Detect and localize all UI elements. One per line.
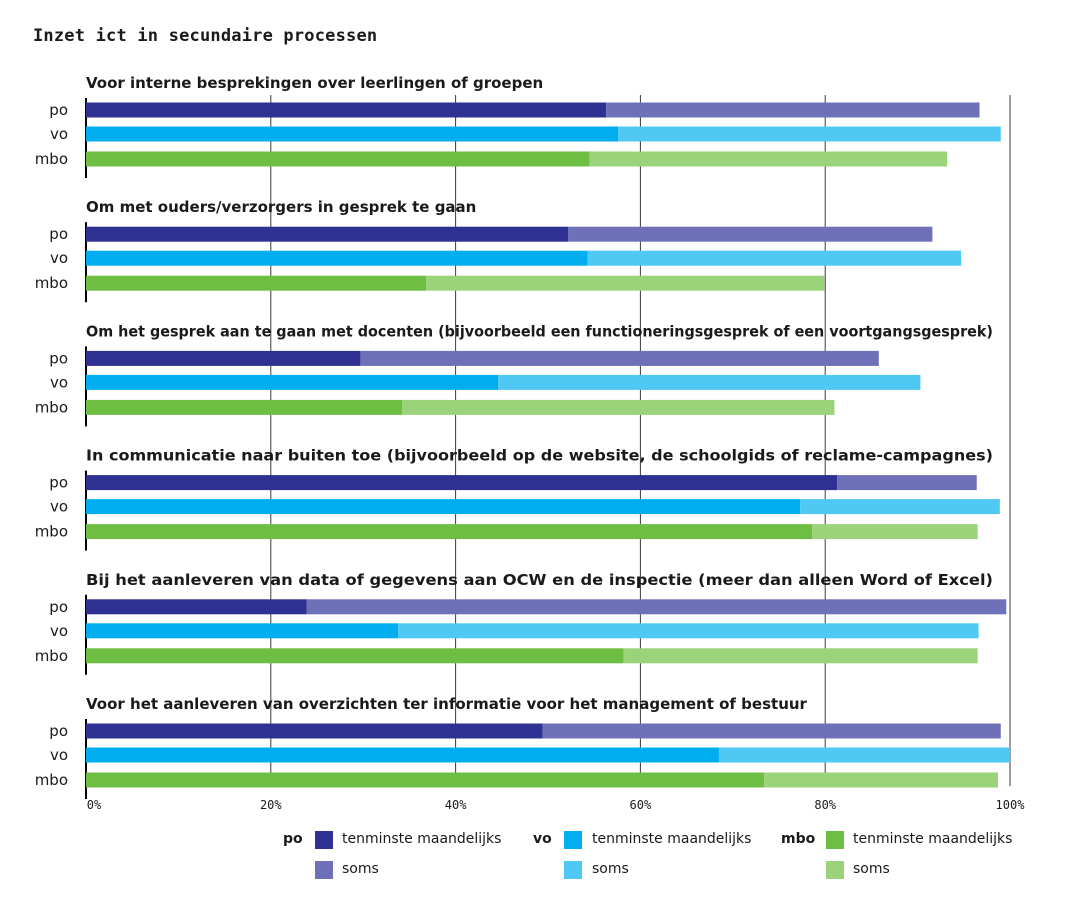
row-label-vo: vo: [50, 622, 68, 640]
bar-mbo-monthly-g3: [86, 399, 403, 415]
row-label-vo: vo: [50, 249, 68, 267]
legend-key-po: po: [283, 831, 303, 847]
bar-po-monthly-g4: [86, 475, 838, 491]
bar-vo-monthly-g3: [86, 374, 499, 390]
row-label-vo: vo: [50, 125, 68, 143]
labels-layer: 0% 20% 40% 60% 80% 100% Voor interne besprekin…: [35, 74, 1026, 812]
bar-mbo-sometimes-g2: [426, 275, 825, 291]
legend-swatch-po-monthly: [315, 831, 333, 849]
group-label-2: Om met ouders/verzorgers in gesprek te g…: [86, 198, 476, 216]
x-tick-label-40: 40%: [445, 798, 467, 812]
row-label-po: po: [49, 349, 68, 367]
legend-label-mbo-sometimes: soms: [853, 861, 890, 877]
row-label-mbo: mbo: [35, 771, 68, 789]
bar-mbo-sometimes-g5: [623, 648, 978, 664]
x-tick-label-60: 60%: [630, 798, 652, 812]
x-tick-label-0: 0%: [87, 798, 102, 812]
legend-label-vo-monthly: tenminste maandelijks: [592, 831, 752, 847]
bar-vo-sometimes-g6: [718, 747, 1010, 763]
bar-vo-monthly-g2: [86, 250, 588, 266]
bar-vo-monthly-g6: [86, 747, 719, 763]
bar-mbo-monthly-g4: [86, 524, 813, 540]
legend-key-mbo: mbo: [781, 831, 816, 847]
legend-swatch-vo-monthly: [564, 831, 582, 849]
legend-label-po-monthly: tenminste maandelijks: [342, 831, 502, 847]
row-label-vo: vo: [50, 746, 68, 764]
bar-vo-sometimes-g5: [398, 623, 979, 639]
bar-po-sometimes-g2: [568, 226, 933, 242]
bar-vo-sometimes-g1: [618, 126, 1001, 142]
bar-po-monthly-g2: [86, 226, 569, 242]
row-label-mbo: mbo: [35, 523, 68, 541]
legend-label-vo-sometimes: soms: [592, 861, 629, 877]
bar-po-sometimes-g5: [306, 599, 1007, 615]
bar-mbo-monthly-g1: [86, 151, 590, 167]
row-label-mbo: mbo: [35, 398, 68, 416]
x-tick-label-100: 100%: [996, 798, 1026, 812]
row-label-po: po: [49, 474, 68, 492]
grid-layer: [270, 95, 1011, 786]
legend-swatch-mbo-monthly: [826, 831, 844, 849]
bar-po-monthly-g1: [86, 102, 607, 118]
row-label-mbo: mbo: [35, 150, 68, 168]
bar-mbo-monthly-g5: [86, 648, 624, 664]
bar-vo-sometimes-g3: [498, 374, 921, 390]
row-label-po: po: [49, 101, 68, 119]
row-label-mbo: mbo: [35, 274, 68, 292]
legend-swatch-mbo-sometimes: [826, 861, 844, 879]
row-label-vo: vo: [50, 373, 68, 391]
x-tick-label-80: 80%: [814, 798, 836, 812]
bar-mbo-sometimes-g6: [764, 772, 998, 788]
bar-vo-monthly-g5: [86, 623, 399, 639]
bars-layer: [85, 98, 1010, 799]
bar-mbo-monthly-g2: [86, 275, 427, 291]
group-label-1: Voor interne besprekingen over leerlinge…: [86, 74, 543, 92]
row-label-po: po: [49, 598, 68, 616]
row-label-vo: vo: [50, 498, 68, 516]
group-label-5: Bij het aanleveren van data of gegevens …: [86, 571, 993, 589]
bar-po-monthly-g5: [86, 599, 307, 615]
bar-mbo-sometimes-g1: [589, 151, 948, 167]
row-label-mbo: mbo: [35, 647, 68, 665]
group-label-6: Voor het aanleveren van overzichten ter …: [86, 695, 808, 713]
bar-po-sometimes-g3: [360, 350, 879, 366]
bar-po-monthly-g6: [86, 723, 543, 739]
legend-label-mbo-monthly: tenminste maandelijks: [853, 831, 1013, 847]
x-tick-label-20: 20%: [260, 798, 282, 812]
row-label-po: po: [49, 722, 68, 740]
bar-vo-monthly-g1: [86, 126, 619, 142]
legend-swatch-vo-sometimes: [564, 861, 582, 879]
bar-vo-monthly-g4: [86, 499, 801, 515]
bar-po-sometimes-g6: [542, 723, 1001, 739]
group-label-4: In communicatie naar buiten toe (bijvoor…: [86, 447, 993, 465]
bar-mbo-sometimes-g3: [402, 399, 835, 415]
bar-mbo-monthly-g6: [86, 772, 765, 788]
bar-po-sometimes-g1: [606, 102, 980, 118]
legend-swatch-po-sometimes: [315, 861, 333, 879]
bar-vo-sometimes-g2: [587, 250, 962, 266]
legend-label-po-sometimes: soms: [342, 861, 379, 877]
bar-po-sometimes-g4: [837, 475, 977, 491]
bar-vo-sometimes-g4: [800, 499, 1000, 515]
chart-title: Inzet ict in secundaire processen: [33, 26, 378, 46]
group-label-3: Om het gesprek aan te gaan met docenten …: [86, 322, 993, 340]
bar-mbo-sometimes-g4: [812, 524, 978, 540]
bar-po-monthly-g3: [86, 350, 361, 366]
row-label-po: po: [49, 225, 68, 243]
legend-key-vo: vo: [533, 831, 552, 847]
